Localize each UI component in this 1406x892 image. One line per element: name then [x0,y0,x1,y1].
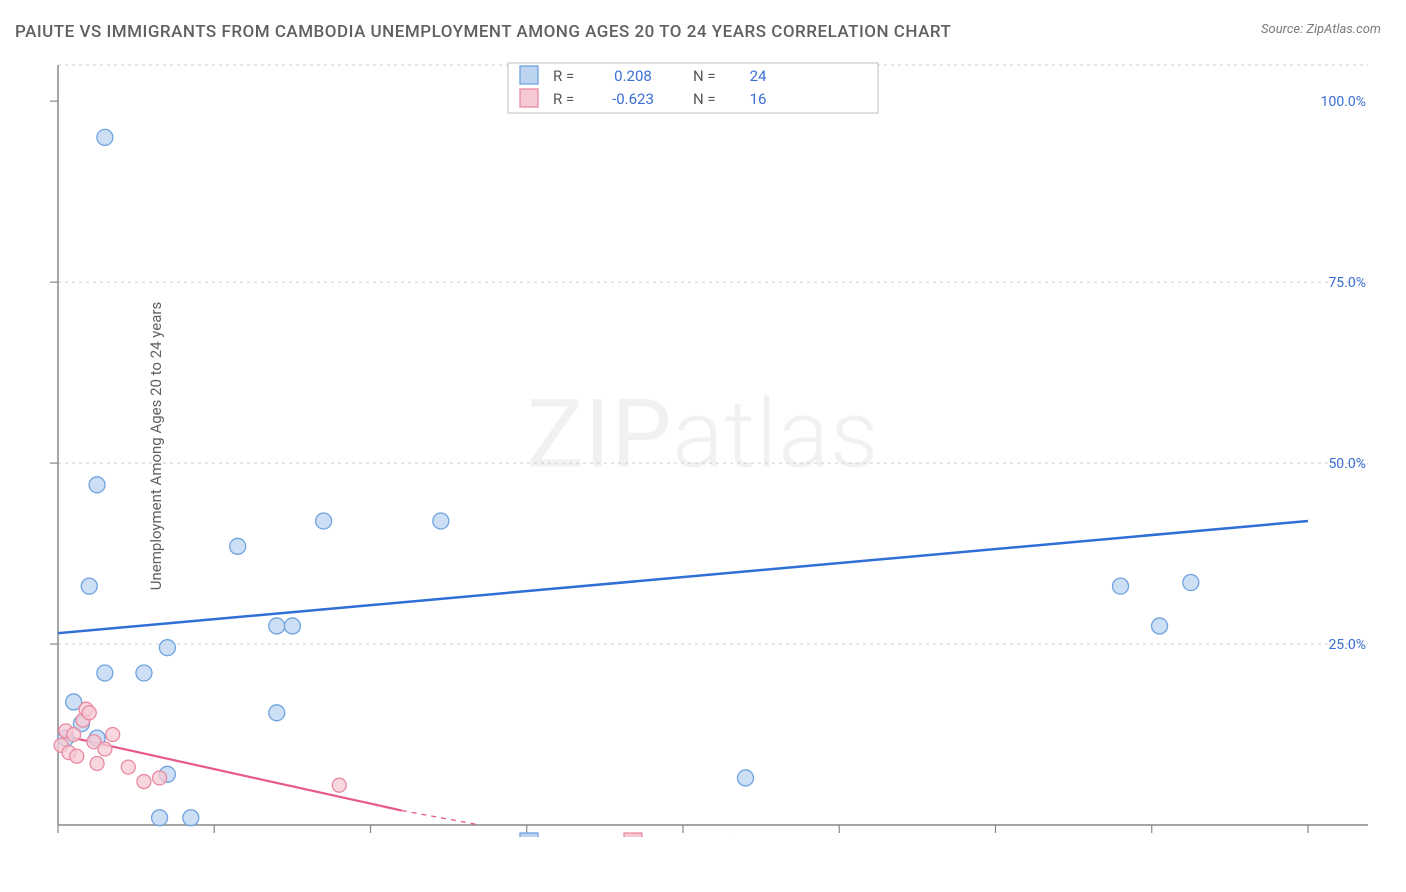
point-cambodia [82,706,96,720]
point-paiute [316,513,332,529]
point-cambodia [332,778,346,792]
point-paiute [230,538,246,554]
point-paiute [97,129,113,145]
point-cambodia [121,760,135,774]
point-paiute [136,665,152,681]
svg-text:16: 16 [750,90,767,108]
point-cambodia [106,728,120,742]
point-paiute [269,618,285,634]
source-attribution: Source: ZipAtlas.com [1261,22,1381,37]
point-paiute [97,665,113,681]
point-paiute [89,477,105,493]
svg-text:R =: R = [553,90,574,108]
point-paiute [81,578,97,594]
point-paiute [284,618,300,634]
svg-text:Paiute: Paiute [546,834,588,837]
point-cambodia [67,728,81,742]
svg-text:0.208: 0.208 [614,67,652,85]
svg-text:N =: N = [693,90,716,108]
svg-text:Immigrants from Cambodia: Immigrants from Cambodia [650,834,834,837]
point-paiute [183,810,199,826]
scatter-chart: 25.0%50.0%75.0%100.0%0.0%80.0%R =0.208N … [48,55,1378,837]
point-paiute [738,770,754,786]
legend-series: Paiute Immigrants from Cambodia [520,833,834,837]
point-cambodia [137,775,151,789]
y-tick-label: 25.0% [1328,637,1366,653]
svg-text:R =: R = [553,67,574,85]
y-tick-label: 75.0% [1328,275,1366,291]
point-paiute [269,705,285,721]
point-paiute [152,810,168,826]
y-tick-label: 100.0% [1321,94,1366,110]
point-cambodia [70,749,84,763]
point-cambodia [98,742,112,756]
point-cambodia [90,756,104,770]
y-tick-label: 50.0% [1328,456,1366,472]
trendline-paiute [58,521,1308,633]
point-paiute [433,513,449,529]
legend-correlation: R = 0.208 N = 24 R = -0.623 N = 16 [508,63,878,113]
point-paiute [1183,575,1199,591]
point-paiute [159,640,175,656]
trendline-cambodia-extrapolated [402,811,480,825]
point-cambodia [153,771,167,785]
svg-text:N =: N = [693,67,716,85]
point-paiute [1152,618,1168,634]
point-paiute [1113,578,1129,594]
svg-text:-0.623: -0.623 [612,90,654,108]
chart-title: PAIUTE VS IMMIGRANTS FROM CAMBODIA UNEMP… [15,22,951,42]
svg-text:24: 24 [750,67,767,85]
